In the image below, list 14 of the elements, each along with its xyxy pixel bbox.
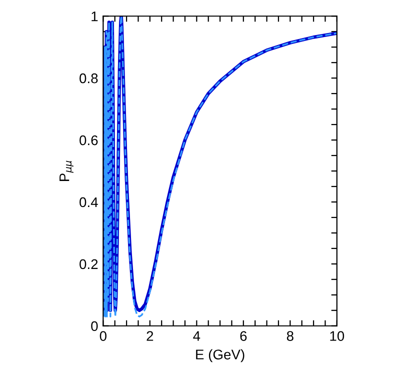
y-tick-label: 0.8 bbox=[80, 73, 98, 84]
x-tick-label: 2 bbox=[146, 331, 154, 341]
x-axis-title: E (GeV) bbox=[196, 349, 244, 362]
y-axis-title: P$_{μμ}$ bbox=[60, 160, 74, 181]
x-tick-label: 6 bbox=[240, 331, 247, 341]
x-tick-label: 0 bbox=[100, 331, 106, 341]
y-tick-label: 0.6 bbox=[80, 135, 98, 146]
y-tick-label: 0 bbox=[91, 321, 98, 332]
x-tick-label: 4 bbox=[193, 331, 200, 341]
y-tick-label: 0.2 bbox=[80, 259, 98, 270]
x-tick-label: 10 bbox=[330, 331, 344, 341]
x-tick-label: 8 bbox=[286, 331, 294, 341]
y-tick-label: 1 bbox=[92, 12, 98, 22]
y-tick-label: 0.4 bbox=[80, 197, 98, 208]
